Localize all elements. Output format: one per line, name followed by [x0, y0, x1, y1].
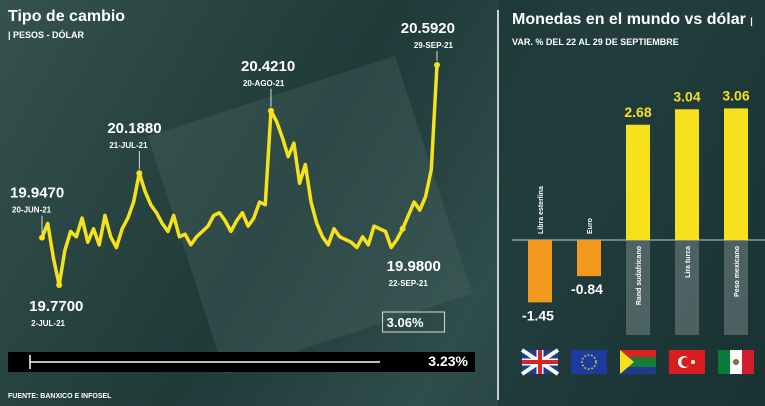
- value-label: 3.06: [722, 87, 749, 103]
- rate-line: [40, 64, 439, 287]
- bar: [724, 108, 748, 240]
- highlight-point: [56, 282, 63, 288]
- bar: [626, 124, 650, 240]
- category-label: Euro: [587, 218, 594, 234]
- category-label: Libra esterlina: [538, 186, 545, 234]
- highlight-point: [434, 62, 440, 68]
- date-label: 29-SEP-21: [414, 41, 454, 50]
- value-label: 20.4210: [241, 58, 295, 75]
- bar-title: Monedas en el mundo vs dólar: [512, 11, 746, 28]
- highlight-point: [267, 107, 274, 114]
- source: FUENTE: BANXICO E INFOSEL: [8, 393, 112, 400]
- change-note: 3.06%: [387, 315, 424, 330]
- background-bill: [147, 55, 473, 375]
- value-label: 2.68: [624, 104, 651, 120]
- flag-eu: [571, 350, 607, 374]
- category-label: Rand sudafricano: [636, 246, 643, 305]
- category-label: Peso mexicano: [734, 246, 741, 297]
- highlight-point: [39, 234, 45, 241]
- line-title: Tipo de cambio: [8, 8, 126, 25]
- flag-za: [620, 350, 656, 374]
- line-title-block: Tipo de cambio | PESOS - DÓLAR: [8, 8, 208, 40]
- date-label: 22-SEP-21: [389, 279, 429, 288]
- line-subtitle-text: PESOS - DÓLAR: [13, 30, 85, 40]
- category-label: Lira turca: [685, 246, 692, 278]
- total-change: 3.23%: [428, 353, 468, 369]
- flag-tr: [669, 350, 705, 374]
- value-label: -0.84: [571, 281, 603, 297]
- label-strip: [675, 240, 699, 335]
- bar: [675, 109, 699, 240]
- flag-mx: [718, 350, 754, 374]
- value-label: 20.1880: [107, 120, 161, 137]
- date-label: 20-JUN-21: [12, 206, 52, 215]
- value-label: 19.7700: [29, 298, 83, 315]
- value-label: 19.9800: [387, 258, 441, 275]
- change-box: [382, 311, 446, 333]
- flags: [520, 348, 754, 376]
- value-label: -1.45: [522, 307, 554, 323]
- date-label: 2-JUL-21: [31, 319, 65, 328]
- bar-subtitle: | VAR. % DEL 22 AL 29 DE SEPTIEMBRE: [512, 16, 753, 47]
- bar-subtitle-text: VAR. % DEL 22 AL 29 DE SEPTIEMBRE: [512, 37, 679, 47]
- highlight-point: [136, 170, 143, 177]
- label-strip: [626, 240, 650, 335]
- highlight-point: [399, 225, 406, 232]
- bar: [528, 240, 552, 303]
- bar-title-block: Monedas en el mundo vs dólar | VAR. % DE…: [512, 10, 762, 52]
- value-label: 19.9470: [10, 185, 64, 202]
- bar: [577, 240, 601, 277]
- value-label: 3.04: [673, 88, 700, 104]
- date-label: 21-JUL-21: [109, 141, 148, 150]
- flag-uk: [520, 348, 560, 376]
- date-label: 20-AGO-21: [243, 79, 285, 88]
- label-strip: [724, 240, 748, 335]
- line-subtitle: | PESOS - DÓLAR: [8, 30, 85, 40]
- value-label: 20.5920: [401, 20, 455, 37]
